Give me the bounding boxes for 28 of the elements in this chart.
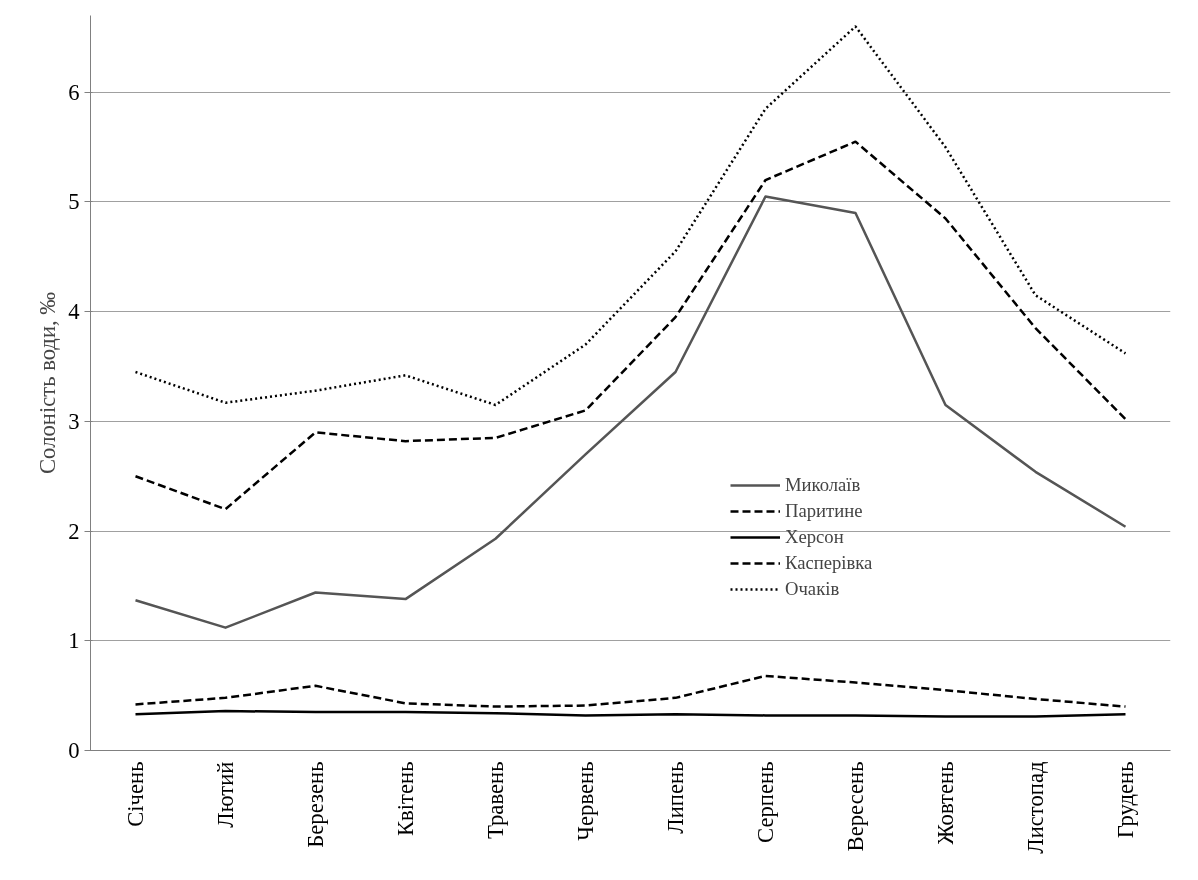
x-tick-label: Січень (123, 761, 148, 827)
x-tick-label: Травень (483, 761, 508, 839)
x-tick-label: Серпень (753, 761, 778, 843)
legend-label: Миколаїв (785, 474, 861, 496)
x-tick-label: Червень (573, 761, 598, 841)
x-tick-label: Лютий (213, 761, 238, 828)
y-tick-label: 6 (68, 79, 80, 105)
y-tick-label: 3 (68, 408, 80, 434)
legend-label: Очаків (785, 578, 840, 600)
line-series (134, 25, 1127, 407)
x-tick-label: Листопад (1023, 761, 1048, 854)
y-tick-label: 4 (68, 299, 80, 325)
x-tick-label: Вересень (843, 761, 868, 852)
y-axis-title: Солоність води, ‰ (35, 291, 61, 474)
y-tick-label: 1 (68, 628, 80, 654)
x-tick-label: Жовтень (933, 761, 958, 845)
legend-label: Паритине (785, 500, 863, 522)
x-tick-label: Квітень (393, 761, 418, 837)
legend-label: Касперівка (785, 552, 873, 574)
line-series (134, 674, 1127, 708)
legend-label: Херсон (785, 526, 844, 548)
line-series (134, 195, 1127, 629)
y-tick-label: 5 (68, 189, 80, 215)
y-tick-label: 2 (68, 518, 80, 544)
x-tick-label: Липень (663, 761, 688, 834)
y-tick-label: 0 (68, 738, 80, 763)
x-tick-label: Березень (303, 761, 328, 848)
x-tick-label: Грудень (1113, 761, 1138, 839)
